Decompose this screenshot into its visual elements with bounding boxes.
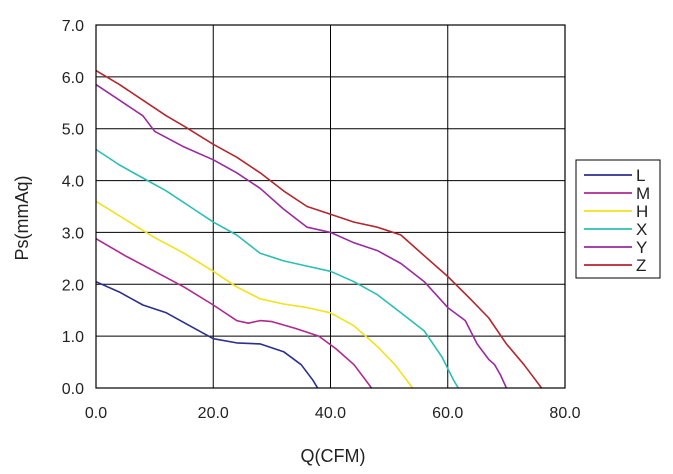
- y-tick-label: 7.0: [62, 18, 84, 35]
- y-tick-label: 6.0: [62, 70, 84, 87]
- y-axis-label: Ps(mmAq): [12, 176, 32, 261]
- y-tick-label: 5.0: [62, 122, 84, 139]
- x-tick-label: 60.0: [432, 405, 463, 422]
- y-tick-label: 4.0: [62, 174, 84, 191]
- y-tick-label: 2.0: [62, 277, 84, 294]
- legend-label-m: M: [636, 184, 650, 203]
- series-lines: [95, 69, 543, 389]
- series-line-z: [95, 69, 543, 389]
- plot-border: [95, 24, 566, 389]
- plot-frame: [95, 24, 566, 389]
- series-line-m: [95, 238, 373, 389]
- series-line-h: [95, 200, 414, 389]
- x-tick-label: 80.0: [549, 405, 580, 422]
- legend-label-y: Y: [636, 238, 647, 257]
- x-tick-labels: 0.0 20.0 40.0 60.0 80.0: [85, 405, 581, 422]
- x-tick-label: 20.0: [198, 405, 229, 422]
- y-tick-label: 1.0: [62, 329, 84, 346]
- series-line-y: [95, 83, 508, 389]
- series-line-x: [95, 148, 459, 389]
- x-tick-label: 0.0: [85, 405, 107, 422]
- legend-label-x: X: [636, 220, 647, 239]
- legend-label-l: L: [636, 166, 645, 185]
- legend-box: [575, 159, 661, 279]
- y-tick-label: 3.0: [62, 225, 84, 242]
- legend-label-h: H: [636, 202, 648, 221]
- series-line-l: [95, 280, 319, 389]
- y-tick-labels: 0.0 1.0 2.0 3.0 4.0 5.0 6.0 7.0: [62, 18, 84, 398]
- x-tick-label: 40.0: [315, 405, 346, 422]
- x-axis-label: Q(CFM): [301, 446, 366, 466]
- legend-label-z: Z: [636, 256, 646, 275]
- y-tick-label: 0.0: [62, 381, 84, 398]
